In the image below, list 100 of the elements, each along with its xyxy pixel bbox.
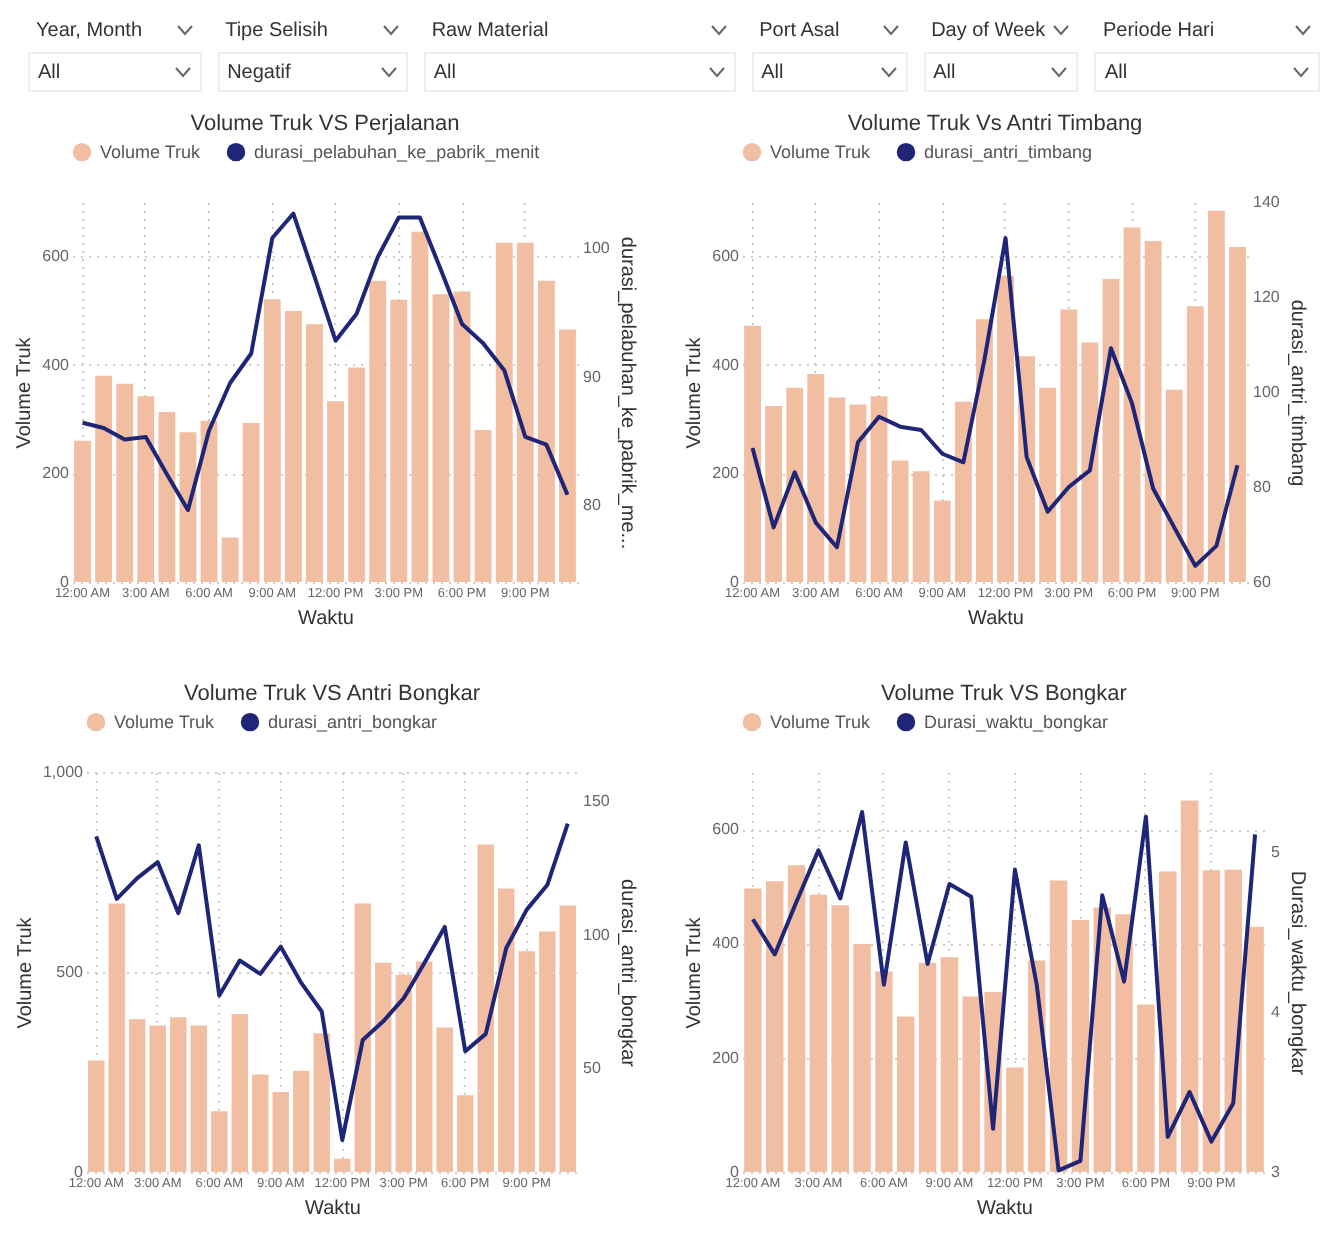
x-axis-title: Waktu <box>298 608 354 630</box>
y2-tick-label: 50 <box>583 1059 602 1077</box>
bar <box>293 1070 310 1172</box>
y-tick-label: 200 <box>712 1048 741 1067</box>
bar <box>411 231 429 582</box>
y-axis-title: Volume Truk <box>14 915 37 1029</box>
bar <box>918 962 937 1172</box>
bar <box>828 397 846 582</box>
bar <box>912 471 930 582</box>
y2-tick-label: 5 <box>1271 843 1281 861</box>
line-series <box>94 821 570 1142</box>
chart-title: Volume Truk VS Perjalanan <box>190 112 460 136</box>
bar <box>108 903 125 1172</box>
bar <box>891 460 909 582</box>
bar <box>1115 914 1133 1172</box>
y2-tick-label: 60 <box>1253 573 1272 591</box>
legend-label: Volume Truk <box>114 712 216 733</box>
bar <box>1060 309 1078 582</box>
bar <box>242 422 260 582</box>
bar <box>1165 389 1183 582</box>
dropdown-field: Negatif <box>217 52 408 92</box>
bar <box>976 319 993 582</box>
bar <box>1049 880 1068 1172</box>
bar <box>149 1025 166 1172</box>
bar <box>74 440 91 582</box>
y2-tick-label: 140 <box>1253 193 1281 211</box>
bar <box>1229 247 1246 582</box>
bar <box>1102 279 1120 582</box>
y2-axis-title: durasi_antri_bongkar <box>615 879 638 1069</box>
line-series <box>750 810 1258 1173</box>
bar <box>765 406 783 582</box>
bar <box>1186 306 1204 582</box>
y-tick-label: 500 <box>56 963 85 981</box>
legend-label: durasi_pelabuhan_ke_pabrik_menit <box>254 142 541 163</box>
bar <box>1123 227 1141 582</box>
bar <box>348 367 366 582</box>
bar <box>516 242 534 582</box>
bar <box>129 1019 146 1172</box>
y-tick-label: 600 <box>42 247 71 266</box>
bar <box>539 931 556 1172</box>
bar <box>897 1016 915 1172</box>
bar <box>807 374 825 582</box>
bar <box>88 1060 105 1172</box>
dropdown-field: All <box>423 52 736 92</box>
bar <box>875 971 893 1172</box>
bar <box>744 888 762 1172</box>
legend-label: Durasi_waktu_bongkar <box>924 712 1109 733</box>
bar <box>853 944 871 1172</box>
bar <box>306 324 323 582</box>
bar <box>95 375 113 582</box>
y2-tick-label: 100 <box>583 925 611 944</box>
bar <box>940 957 959 1172</box>
bar <box>334 1158 351 1172</box>
y-tick-label: 600 <box>712 247 741 266</box>
text: Year, Month <box>36 19 143 41</box>
y-tick-label: 200 <box>42 464 71 483</box>
y2-tick-label: 4 <box>1271 1003 1281 1021</box>
bar <box>559 905 576 1172</box>
bar <box>537 280 555 582</box>
y-axis-title: Volume Truk <box>684 915 707 1029</box>
chart-title: Volume Truk VS Bongkar <box>881 682 1128 706</box>
bar <box>1144 241 1162 582</box>
text: Periode Hari <box>1102 19 1215 41</box>
bar <box>1246 926 1264 1172</box>
dropdown-field: All <box>1094 52 1321 92</box>
chart-title: Volume Truk Vs Antri Timbang <box>847 112 1143 136</box>
bar <box>1202 870 1221 1172</box>
y2-tick-label: 90 <box>583 367 602 386</box>
bar <box>518 951 535 1172</box>
bar <box>962 996 980 1172</box>
bar <box>263 299 281 582</box>
x-axis-title: Waktu <box>305 1198 361 1220</box>
bar <box>453 291 471 582</box>
x-axis-title: Waktu <box>968 608 1024 630</box>
legend-label: Volume Truk <box>100 142 202 163</box>
bar <box>1137 1004 1155 1172</box>
y-tick-label: 600 <box>712 820 741 839</box>
y2-axis-title: durasi_antri_timbang <box>1285 299 1308 487</box>
bar <box>116 383 134 582</box>
y-axis-title: Volume Truk <box>684 335 707 449</box>
bar <box>933 500 951 582</box>
text: Port Asal <box>759 19 840 41</box>
text: Tipe Selisih <box>225 19 328 41</box>
y-tick-label: 400 <box>712 355 741 374</box>
bar <box>190 1025 207 1172</box>
bar <box>1081 342 1099 582</box>
bar <box>327 401 344 582</box>
line-series <box>80 211 570 513</box>
bar <box>498 888 515 1172</box>
bar <box>416 961 433 1172</box>
bar <box>272 1092 289 1172</box>
bar <box>395 974 412 1172</box>
text: Raw Material <box>431 19 549 41</box>
y-tick-label: 400 <box>42 355 71 374</box>
y-tick-label: 0 <box>730 1163 741 1181</box>
bar <box>457 1095 474 1172</box>
bar <box>1207 210 1225 582</box>
y2-tick-label: 80 <box>1253 478 1272 496</box>
bar <box>221 537 239 582</box>
bar <box>559 329 576 582</box>
